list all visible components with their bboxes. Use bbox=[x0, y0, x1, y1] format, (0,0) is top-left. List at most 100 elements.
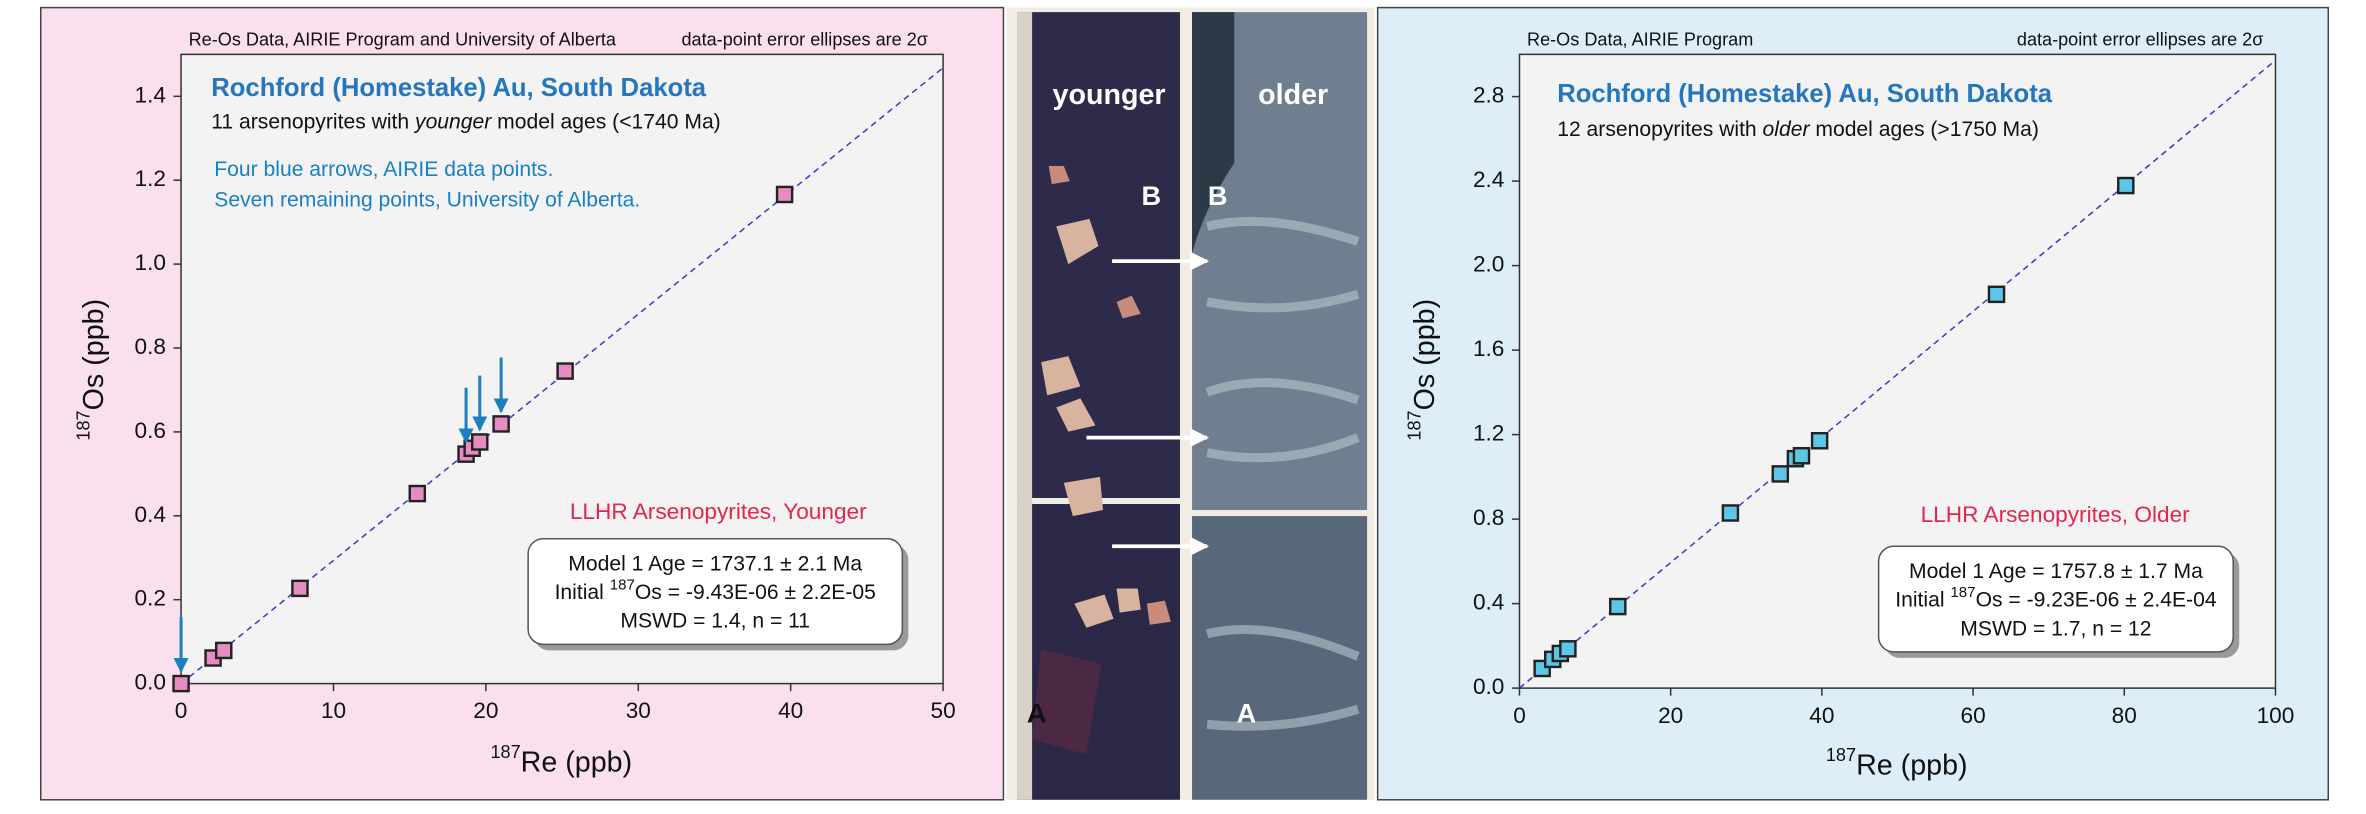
data-point bbox=[2117, 176, 2135, 195]
note: Four blue arrows, AIRIE data points. bbox=[214, 158, 553, 181]
data-point bbox=[556, 362, 574, 380]
stats-box bbox=[527, 537, 904, 646]
y-tick-label: 0.4 bbox=[1473, 590, 1504, 615]
y-axis-label-part: Os (ppb) bbox=[1409, 299, 1441, 410]
y-tick-label: 1.2 bbox=[135, 166, 166, 191]
y-tick-label: 1.6 bbox=[1473, 336, 1504, 361]
stats-line-part: Os = -9.43E-06 ± 2.2E-05 bbox=[635, 581, 876, 604]
photo-label: B bbox=[1208, 180, 1228, 211]
y-tick-label: 2.4 bbox=[1473, 167, 1504, 192]
y-tick-label: 0.4 bbox=[135, 502, 166, 527]
stats-line: Initial 187Os = -9.23E-06 ± 2.4E-04 bbox=[1895, 584, 2217, 611]
chart-title: Rochford (Homestake) Au, South Dakota bbox=[211, 74, 707, 102]
x-tick-label: 0 bbox=[175, 698, 188, 723]
stats-line-part: MSWD = 1.7, n = 12 bbox=[1960, 617, 2151, 640]
header: Re-Os Data, AIRIE Program and University… bbox=[189, 30, 617, 50]
data-point bbox=[1609, 597, 1627, 616]
y-tick-label: 0.8 bbox=[1473, 505, 1504, 530]
photo-label: A bbox=[1237, 697, 1257, 728]
chart-subtitle-part: older bbox=[1763, 117, 1811, 140]
y-tick-label: 0.6 bbox=[135, 418, 166, 443]
stats-line-part: 187 bbox=[610, 576, 635, 593]
y-tick-label: 0.0 bbox=[135, 670, 166, 695]
x-axis-label-part: Re (ppb) bbox=[521, 746, 633, 778]
stats-line: Model 1 Age = 1757.8 ± 1.7 Ma bbox=[1909, 560, 2203, 583]
chart-subtitle-part: 12 arsenopyrites with bbox=[1557, 117, 1762, 140]
y-tick-label: 1.2 bbox=[1473, 421, 1504, 446]
photo-label: B bbox=[1142, 180, 1162, 211]
fit-label: LLHR Arsenopyrites, Younger bbox=[570, 499, 867, 524]
x-axis-label-part: Re (ppb) bbox=[1856, 749, 1967, 781]
stats-line-part: Model 1 Age = 1757.8 ± 1.7 Ma bbox=[1909, 560, 2203, 583]
x-tick-label: 40 bbox=[1809, 703, 1834, 728]
data-point bbox=[492, 415, 510, 433]
y-axis-label-part: 187 bbox=[1404, 410, 1424, 440]
x-tick-label: 80 bbox=[2112, 703, 2137, 728]
y-axis-label: 187Os (ppb) bbox=[1404, 299, 1440, 441]
photo-label: A bbox=[1027, 697, 1047, 728]
y-axis-label-part: 187 bbox=[73, 410, 93, 440]
photo-label: younger bbox=[1053, 79, 1166, 111]
y-tick-label: 2.8 bbox=[1473, 83, 1504, 108]
data-point bbox=[214, 641, 233, 660]
chart-subtitle-part: model ages (>1750 Ma) bbox=[1810, 117, 2039, 140]
data-point bbox=[408, 484, 427, 503]
header: data-point error ellipses are 2σ bbox=[681, 30, 928, 50]
fit-line bbox=[1519, 59, 2276, 689]
stats-line: Model 1 Age = 1737.1 ± 2.1 Ma bbox=[568, 552, 862, 575]
x-tick-label: 60 bbox=[1960, 703, 1985, 728]
x-tick-label: 30 bbox=[626, 698, 651, 723]
chart-subtitle: 11 arsenopyrites with younger model ages… bbox=[211, 110, 720, 133]
stats-line-part: Initial bbox=[555, 581, 610, 604]
stats-line-part: 187 bbox=[1950, 584, 1975, 601]
x-axis-label: 187Re (ppb) bbox=[1826, 745, 1968, 781]
stats-line: Initial 187Os = -9.43E-06 ± 2.2E-05 bbox=[555, 576, 876, 603]
x-axis-label-part: 187 bbox=[1826, 745, 1856, 765]
y-tick-label: 1.4 bbox=[135, 82, 166, 107]
data-point bbox=[1771, 465, 1790, 483]
note: Seven remaining points, University of Al… bbox=[214, 188, 640, 211]
x-tick-label: 0 bbox=[1513, 703, 1526, 728]
fit-label: LLHR Arsenopyrites, Older bbox=[1921, 502, 2191, 527]
data-point bbox=[1987, 285, 2006, 304]
stats-line: MSWD = 1.7, n = 12 bbox=[1960, 617, 2151, 640]
header: data-point error ellipses are 2σ bbox=[2017, 30, 2264, 50]
stats-line-part: Os = -9.23E-06 ± 2.4E-04 bbox=[1976, 588, 2217, 611]
y-tick-label: 0.2 bbox=[135, 586, 166, 611]
data-point bbox=[172, 674, 190, 693]
stats-box bbox=[1877, 545, 2234, 653]
stats-line-part: MSWD = 1.4, n = 11 bbox=[620, 609, 810, 632]
y-tick-label: 2.0 bbox=[1473, 252, 1504, 277]
data-point bbox=[775, 185, 794, 204]
data-point bbox=[1792, 446, 1811, 465]
y-tick-label: 0.8 bbox=[135, 334, 166, 359]
data-point bbox=[1810, 431, 1829, 450]
chart-subtitle-part: younger bbox=[413, 110, 492, 133]
x-tick-label: 20 bbox=[1658, 703, 1683, 728]
data-point bbox=[1559, 640, 1577, 658]
x-tick-label: 10 bbox=[321, 698, 346, 723]
photo-label: older bbox=[1258, 79, 1328, 111]
stats-line-part: Model 1 Age = 1737.1 ± 2.1 Ma bbox=[568, 552, 862, 575]
x-tick-label: 50 bbox=[930, 698, 955, 723]
chart-subtitle-part: model ages (<1740 Ma) bbox=[491, 110, 720, 133]
x-axis-label-part: 187 bbox=[490, 742, 520, 762]
y-axis-label-part: Os (ppb) bbox=[78, 299, 110, 410]
data-point bbox=[471, 433, 489, 451]
data-point bbox=[291, 579, 309, 598]
x-tick-label: 100 bbox=[2257, 703, 2295, 728]
chart-subtitle: 12 arsenopyrites with older model ages (… bbox=[1557, 117, 2039, 140]
y-axis-label: 187Os (ppb) bbox=[73, 299, 109, 441]
chart-subtitle-part: 11 arsenopyrites with bbox=[211, 110, 415, 133]
header: Re-Os Data, AIRIE Program bbox=[1527, 30, 1753, 50]
x-axis-label: 187Re (ppb) bbox=[490, 742, 632, 778]
y-tick-label: 1.0 bbox=[135, 250, 166, 275]
stats-line-part: Initial bbox=[1895, 588, 1950, 611]
x-tick-label: 20 bbox=[473, 698, 498, 723]
chart-title: Rochford (Homestake) Au, South Dakota bbox=[1557, 80, 2053, 108]
x-tick-label: 40 bbox=[778, 698, 803, 723]
stats-line: MSWD = 1.4, n = 11 bbox=[620, 609, 810, 632]
y-tick-label: 0.0 bbox=[1473, 674, 1504, 699]
data-point bbox=[1721, 504, 1740, 522]
